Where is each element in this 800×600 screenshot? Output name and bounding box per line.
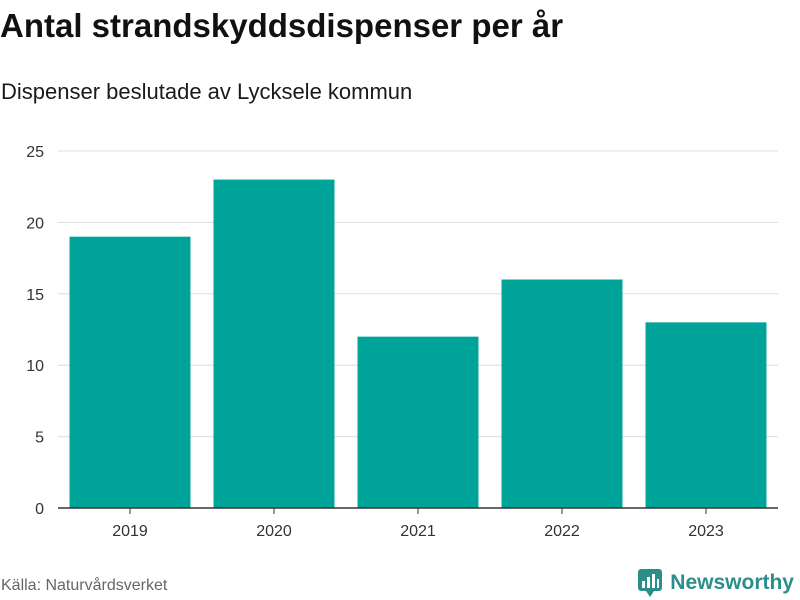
x-tick-label: 2022 — [544, 523, 580, 540]
brand-name: Newsworthy — [670, 571, 794, 594]
x-tick-label: 2019 — [112, 523, 148, 540]
y-tick-label: 5 — [35, 430, 44, 447]
y-tick-label: 15 — [26, 287, 44, 304]
source-note: Källa: Naturvårdsverket — [1, 577, 168, 594]
x-tick-label: 2023 — [688, 523, 724, 540]
bars — [69, 179, 767, 508]
y-tick-label: 10 — [26, 358, 44, 375]
x-tick-label: 2020 — [256, 523, 292, 540]
bar — [501, 279, 623, 508]
x-tick-label: 2021 — [400, 523, 436, 540]
bar — [213, 179, 335, 508]
bar — [645, 322, 767, 508]
bar — [357, 336, 479, 508]
y-tick-label: 0 — [35, 501, 44, 518]
y-tick-label: 20 — [26, 215, 44, 232]
y-tick-label: 25 — [26, 144, 44, 161]
chart-title: Antal strandskyddsdispenser per år — [0, 7, 564, 44]
bar-chart-bubble-icon — [638, 569, 663, 597]
bar — [69, 236, 191, 508]
brand-logo[interactable]: Newsworthy — [638, 569, 794, 597]
chart-subtitle: Dispenser beslutade av Lycksele kommun — [1, 79, 413, 104]
axes: 0 5 10 15 20 25 2019 2020 2021 2022 2023 — [26, 144, 778, 540]
bar-chart: 0 5 10 15 20 25 2019 2020 2021 2022 2023 — [26, 144, 778, 540]
